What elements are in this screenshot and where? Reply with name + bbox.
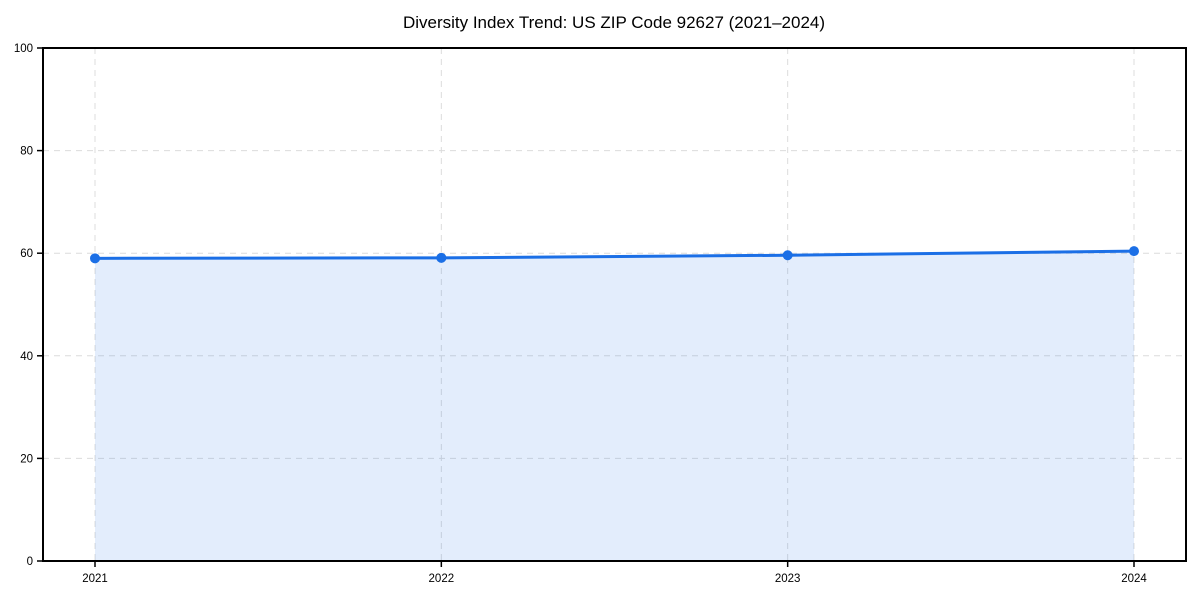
x-tick-label: 2024 <box>1121 573 1147 585</box>
data-point-marker <box>436 252 447 263</box>
x-tick-label: 2021 <box>82 573 108 585</box>
y-tick-label: 20 <box>20 453 33 465</box>
trend-line <box>93 249 1136 260</box>
chart-title: Diversity Index Trend: US ZIP Code 92627… <box>403 13 825 32</box>
x-tick-label: 2023 <box>775 573 801 585</box>
y-tick-label: 60 <box>20 248 33 260</box>
data-point-marker <box>1129 246 1139 257</box>
area-fill <box>95 251 1134 561</box>
data-point-marker <box>782 250 793 261</box>
plot-border <box>42 47 1187 562</box>
data-point-marker <box>90 253 100 264</box>
y-tick-label: 100 <box>14 43 33 55</box>
y-tick-label: 0 <box>27 556 33 568</box>
x-tick-label: 2022 <box>429 573 455 585</box>
y-tick-label: 40 <box>20 351 33 363</box>
y-tick-label: 80 <box>20 146 33 158</box>
